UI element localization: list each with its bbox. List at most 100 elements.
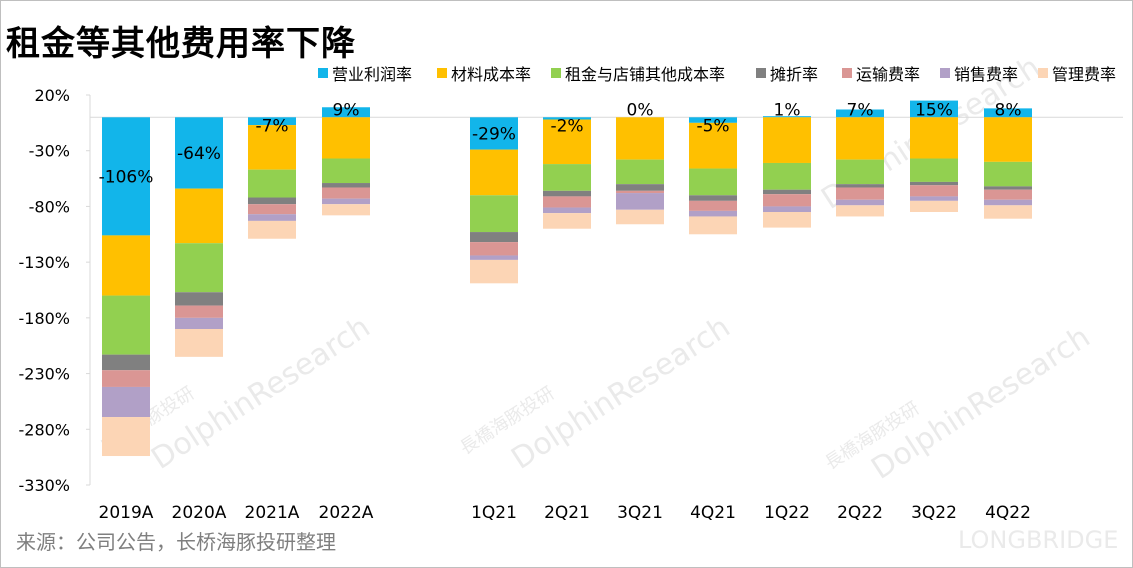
bar-rent-1Q22 bbox=[763, 162, 811, 190]
y-axis: 20% -30% -80% -130% -180% -230% -280% -330% bbox=[18, 86, 1123, 495]
bar-rent-1Q21 bbox=[470, 195, 518, 233]
bar-admin-2Q22 bbox=[836, 205, 884, 217]
bar-sales-2020A bbox=[175, 317, 223, 329]
bar-depreciation-3Q22 bbox=[910, 181, 958, 186]
x-tick-label: 4Q22 bbox=[985, 503, 1031, 523]
bar-operating_margin-2Q22 bbox=[836, 109, 884, 118]
bar-material-1Q21 bbox=[470, 149, 518, 196]
bar-depreciation-2020A bbox=[175, 292, 223, 306]
bar-admin-2Q21 bbox=[543, 213, 591, 229]
data-label-3Q21: 0% bbox=[627, 100, 654, 120]
bar-depreciation-2022A bbox=[322, 183, 370, 188]
bar-depreciation-2Q22 bbox=[836, 184, 884, 188]
bar-transport-4Q22 bbox=[984, 189, 1032, 200]
bar-transport-2Q21 bbox=[543, 196, 591, 208]
legend: 营业利润率 材料成本率 租金与店铺其他成本率 摊折率 运输费率 销售费率 管理费率 bbox=[318, 65, 1116, 84]
data-label-2Q22: 7% bbox=[847, 100, 874, 120]
bar-depreciation-4Q21 bbox=[689, 195, 737, 201]
bar-admin-3Q22 bbox=[910, 200, 958, 212]
legend-label-material: 材料成本率 bbox=[451, 65, 531, 84]
bar-material-2019A bbox=[102, 235, 150, 296]
y-tick-label: 20% bbox=[34, 86, 70, 105]
chart-title: 租金等其他费用率下降 bbox=[6, 24, 356, 64]
bar-sales-2022A bbox=[322, 198, 370, 205]
bar-admin-4Q22 bbox=[984, 205, 1032, 219]
legend-swatch-depreciation bbox=[756, 68, 766, 78]
bar-sales-1Q21 bbox=[470, 255, 518, 260]
bar-transport-2Q22 bbox=[836, 187, 884, 200]
bar-material-4Q22 bbox=[984, 117, 1032, 162]
bar-operating_margin-1Q22 bbox=[763, 116, 811, 118]
bar-transport-2021A bbox=[248, 204, 296, 215]
legend-swatch-rent bbox=[551, 68, 561, 78]
bar-sales-2021A bbox=[248, 214, 296, 221]
bar-sales-2Q21 bbox=[543, 207, 591, 214]
bar-admin-1Q21 bbox=[470, 259, 518, 284]
bar-depreciation-2021A bbox=[248, 197, 296, 205]
x-tick-label: 2022A bbox=[319, 503, 374, 523]
y-tick-label: -230% bbox=[18, 365, 70, 384]
bar-depreciation-4Q22 bbox=[984, 186, 1032, 190]
x-tick-label: 1Q22 bbox=[764, 503, 810, 523]
legend-swatch-sales bbox=[940, 68, 950, 78]
bar-admin-3Q21 bbox=[616, 209, 664, 225]
x-tick-label: 2021A bbox=[245, 503, 300, 523]
legend-label-sales: 销售费率 bbox=[954, 65, 1018, 84]
data-label-2020A: -64% bbox=[177, 144, 221, 164]
bar-material-4Q21 bbox=[689, 122, 737, 169]
bar-material-2021A bbox=[248, 125, 296, 170]
y-tick-label: -280% bbox=[18, 420, 70, 439]
y-tick-label: -180% bbox=[18, 309, 70, 328]
data-label-2019A: -106% bbox=[99, 167, 154, 187]
legend-swatch-operating_margin bbox=[318, 68, 328, 78]
bar-admin-2022A bbox=[322, 204, 370, 216]
data-label-3Q22: 15% bbox=[915, 100, 953, 120]
bar-material-3Q22 bbox=[910, 117, 958, 159]
legend-label-transport: 运输费率 bbox=[856, 65, 920, 84]
data-label-1Q22: 1% bbox=[774, 100, 801, 120]
bar-depreciation-1Q22 bbox=[763, 189, 811, 195]
bar-sales-4Q22 bbox=[984, 199, 1032, 206]
bar-sales-1Q22 bbox=[763, 206, 811, 212]
legend-label-operating_margin: 营业利润率 bbox=[332, 65, 412, 84]
data-label-1Q21: -29% bbox=[472, 124, 516, 144]
bar-admin-2021A bbox=[248, 220, 296, 239]
bar-sales-2019A bbox=[102, 386, 150, 418]
x-tick-label: 2Q21 bbox=[544, 503, 590, 523]
bar-sales-3Q21 bbox=[616, 193, 664, 210]
bar-material-2020A bbox=[175, 188, 223, 244]
bar-operating_margin-2022A bbox=[322, 107, 370, 118]
bar-transport-3Q21 bbox=[616, 190, 664, 194]
legend-label-depreciation: 摊折率 bbox=[770, 65, 818, 84]
bar-transport-4Q21 bbox=[689, 200, 737, 211]
bar-sales-3Q22 bbox=[910, 196, 958, 201]
bar-sales-2Q22 bbox=[836, 199, 884, 206]
bar-operating_margin-2019A bbox=[102, 117, 150, 236]
x-tick-label: 2020A bbox=[172, 503, 227, 523]
bar-rent-2022A bbox=[322, 158, 370, 184]
bar-admin-2020A bbox=[175, 329, 223, 357]
legend-label-admin: 管理费率 bbox=[1052, 65, 1116, 84]
bar-material-1Q22 bbox=[763, 117, 811, 163]
data-label-4Q21: -5% bbox=[696, 116, 729, 136]
y-tick-label: -330% bbox=[18, 476, 70, 495]
bar-admin-2019A bbox=[102, 417, 150, 457]
bar-rent-2019A bbox=[102, 295, 150, 355]
bar-material-2022A bbox=[322, 117, 370, 159]
bar-operating_margin-2020A bbox=[175, 117, 223, 189]
watermark-sub: LONGBRIDGE bbox=[958, 526, 1118, 554]
bar-rent-2020A bbox=[175, 243, 223, 293]
bar-transport-2020A bbox=[175, 305, 223, 318]
bar-transport-3Q22 bbox=[910, 185, 958, 197]
bar-rent-3Q21 bbox=[616, 159, 664, 185]
legend-label-rent: 租金与店铺其他成本率 bbox=[565, 65, 725, 84]
data-label-2021A: -7% bbox=[255, 116, 288, 136]
bar-admin-4Q21 bbox=[689, 216, 737, 235]
bars bbox=[102, 100, 1032, 457]
bar-operating_margin-4Q21 bbox=[689, 117, 737, 123]
bar-rent-3Q22 bbox=[910, 158, 958, 182]
bar-material-3Q21 bbox=[616, 117, 664, 160]
legend-swatch-material bbox=[437, 68, 447, 78]
data-label-4Q22: 8% bbox=[995, 100, 1022, 120]
